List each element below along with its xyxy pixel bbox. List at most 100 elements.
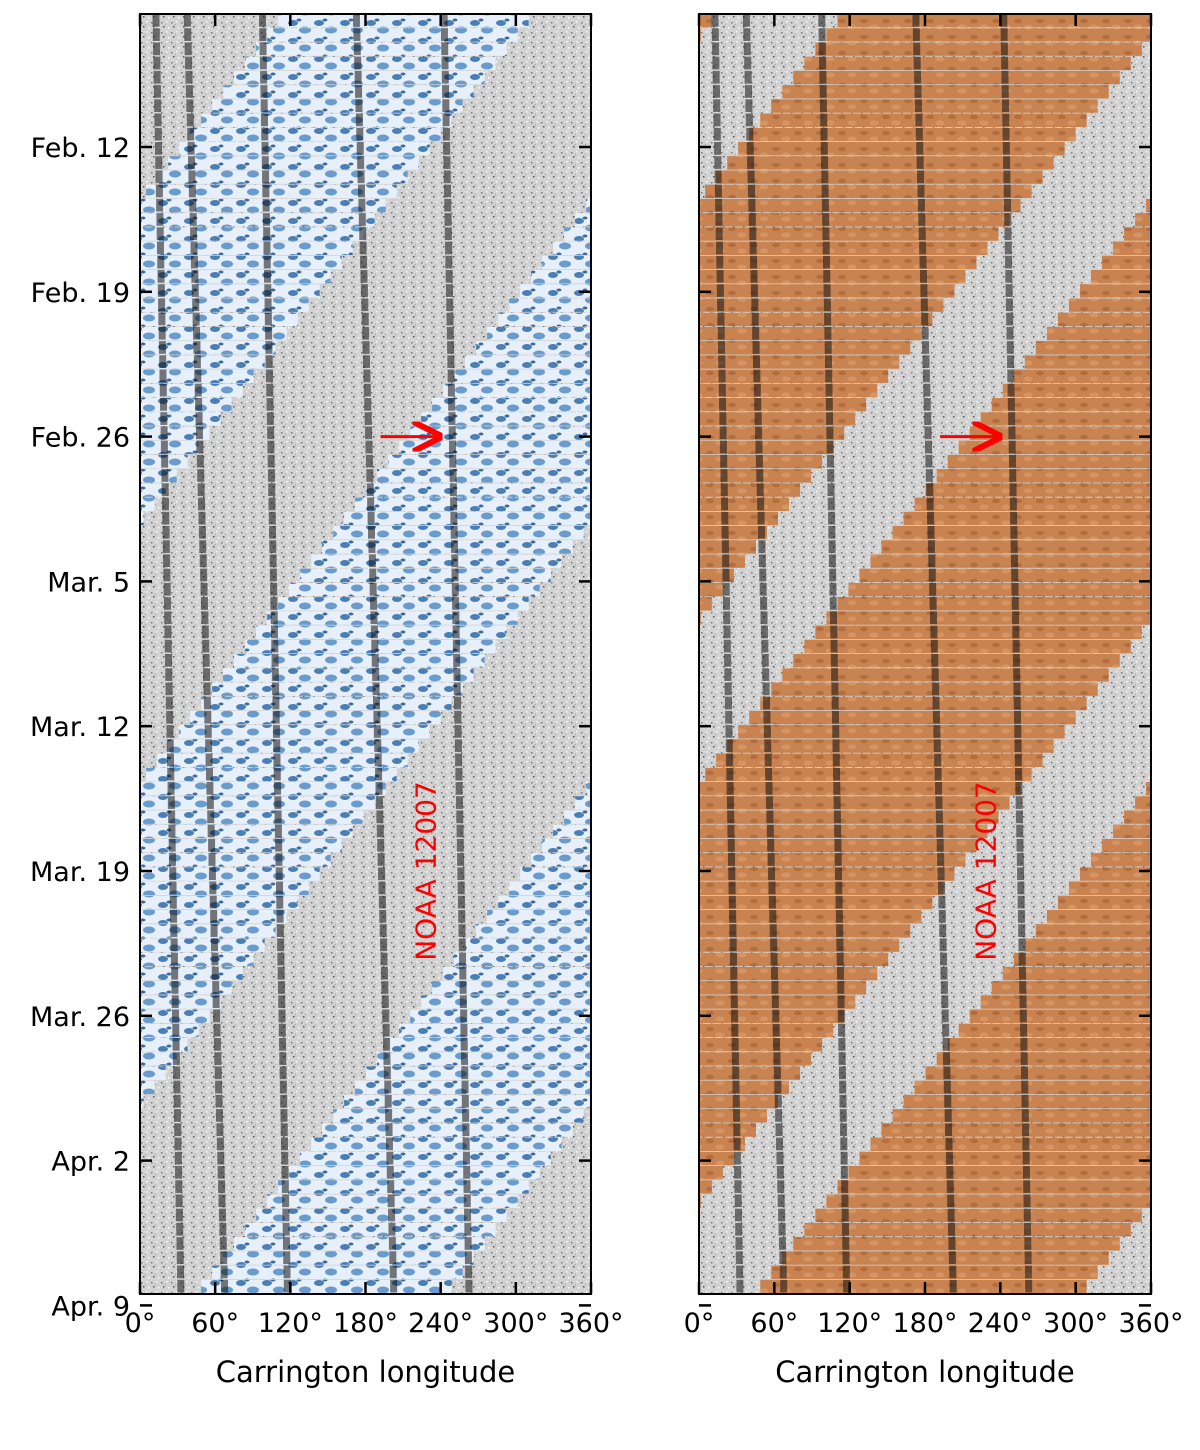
band-strip [509,298,591,312]
active-region-mark [165,696,173,710]
x-axis-label: Carrington longitude [775,1355,1075,1389]
active-region-mark [374,739,382,753]
active-region-mark [726,753,734,767]
active-region-mark [937,867,945,881]
active-region-mark [834,824,842,838]
active-region-mark [203,668,211,681]
active-region-mark [213,1038,221,1051]
active-region-mark [1008,454,1016,468]
band-strip [804,639,1131,654]
active-region-mark [205,753,213,767]
active-region-mark [838,1023,846,1037]
active-region-mark [264,312,272,326]
active-region-mark [1011,597,1019,610]
active-region-mark [923,398,931,411]
band-strip [146,184,397,199]
active-region-mark [725,725,733,738]
active-region-mark [721,540,729,553]
active-region-mark [361,312,369,326]
active-region-mark [444,198,452,212]
active-region-mark [1012,625,1020,639]
active-region-mark [1020,1052,1028,1065]
active-region-mark [176,1222,184,1236]
active-region-mark [163,582,171,596]
active-region-mark [158,326,166,340]
active-region-mark [828,511,836,525]
active-region-mark [825,383,833,397]
active-region-mark [1004,227,1012,241]
active-region-mark [459,966,467,980]
x-tick-label: 180° [333,1308,398,1339]
active-region-mark [743,42,751,56]
active-region-mark [714,170,722,184]
active-region-mark [833,782,841,795]
active-region-mark [158,341,166,354]
active-region-mark [268,511,276,525]
active-region-mark [823,284,831,297]
active-region-mark [261,156,269,169]
band-strip [245,56,496,71]
band-strip [969,1009,1151,1023]
active-region-mark [387,1180,395,1193]
y-tick-label: Apr. 2 [51,1147,130,1178]
active-region-mark [173,1109,181,1122]
band-strip [140,838,342,853]
active-region-mark [1016,853,1024,866]
active-region-mark [385,1137,393,1151]
active-region-mark [947,1194,955,1208]
band-strip [699,198,1021,213]
active-region-mark [842,1251,850,1265]
active-region-mark [262,184,270,198]
active-region-mark [918,213,926,226]
band-strip [140,497,155,511]
band-strip [1146,782,1151,796]
active-region-mark [163,597,171,610]
active-region-mark [729,910,737,923]
active-region-mark [946,1166,954,1179]
active-region-mark [162,511,170,525]
active-region-mark [925,440,932,454]
active-region-mark [757,497,765,511]
active-region-mark [454,710,462,724]
active-region-mark [382,1023,390,1037]
band-strip [278,14,529,28]
active-region-mark [771,995,779,1009]
active-region-mark [160,426,168,440]
band-strip [140,426,210,440]
active-region-mark [263,255,271,269]
active-region-mark [261,127,269,141]
active-region-mark [279,1038,287,1051]
active-region-mark [1024,1251,1032,1265]
band-strip [212,682,463,696]
active-region-mark [1021,1080,1029,1094]
active-region-mark [377,853,385,866]
active-region-mark [724,654,732,667]
active-region-mark [826,412,834,425]
band-strip [699,554,745,568]
active-region-mark [926,497,934,511]
band-strip [140,810,364,824]
active-region-mark [447,383,455,397]
active-region-mark [829,611,837,625]
active-region-mark [1025,1279,1033,1293]
active-region-mark [188,170,196,184]
active-region-mark [728,867,736,881]
active-region-mark [448,412,456,425]
active-region-mark [155,156,163,169]
band-strip [749,127,1076,142]
band-strip [140,782,386,796]
band-strip [140,981,232,995]
active-region-mark [1007,355,1015,369]
active-region-mark [260,99,268,113]
active-region-mark [724,682,732,696]
band-strip [564,227,591,241]
active-region-mark [188,156,196,169]
active-region-mark [765,796,773,809]
active-region-mark [760,625,768,639]
active-region-mark [383,1038,391,1051]
band-strip [140,326,287,341]
active-region-mark [455,767,463,781]
active-region-mark [456,824,464,838]
active-region-mark [174,1137,182,1151]
band-strip [432,398,591,412]
